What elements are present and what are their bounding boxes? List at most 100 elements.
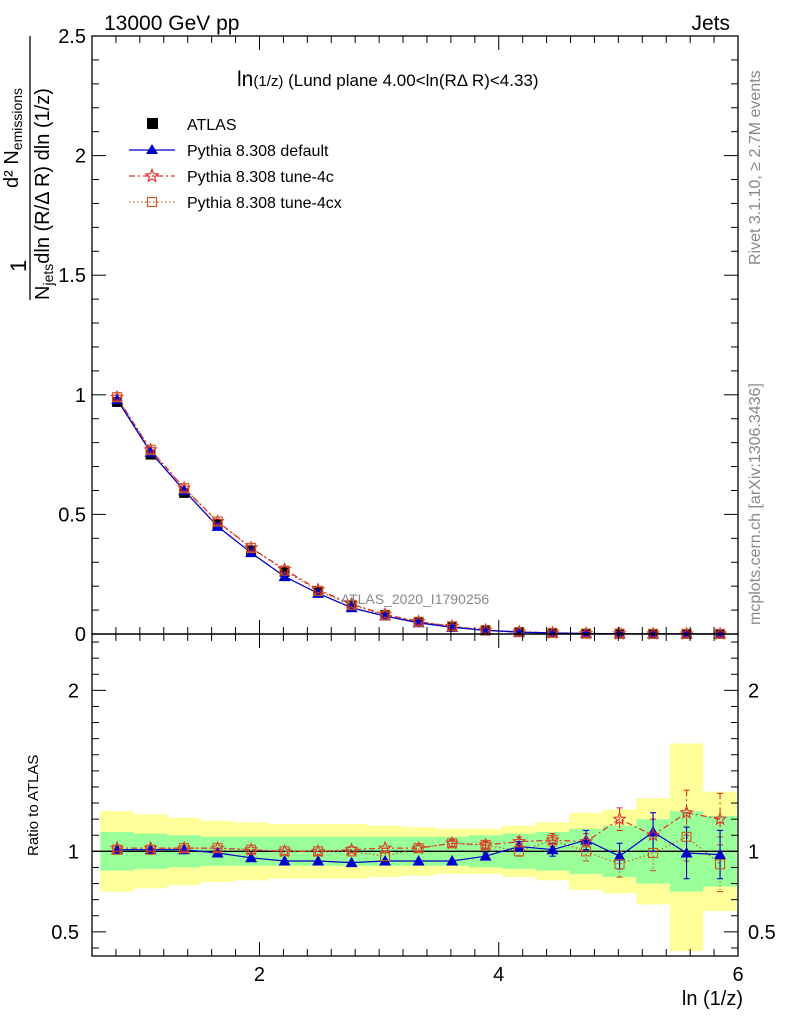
x-axis-label: ln (1/z) <box>682 988 743 1010</box>
ratio-tune4cx-point <box>715 859 726 870</box>
y-label-denominator: Njetsdln (R/Δ R) dln (1/z) <box>32 88 56 300</box>
ratio-default-point <box>345 856 358 868</box>
ratio-y-tick-label: 0.5 <box>51 922 79 944</box>
ratio-tune4cx-point <box>179 843 190 854</box>
ratio-default-point <box>613 850 626 861</box>
legend-label-tune4c: Pythia 8.308 tune-4c <box>187 169 334 186</box>
ratio-y-tick-label-right: 0.5 <box>748 922 776 944</box>
main-panel: 0 0.5 1 1.5 2 2.5 ATLAS_2020_I1790256 ln(1/z)… <box>1 26 739 646</box>
ratio-frame <box>91 633 739 957</box>
y-label-numerator-main: d² N <box>1 150 23 188</box>
tune4cx-point <box>212 516 223 527</box>
ratio-default-point <box>647 826 660 837</box>
y-tick-label: 2.5 <box>58 26 86 48</box>
legend-label-tune4cx: Pythia 8.308 tune-4cx <box>187 195 342 212</box>
y-tick-label: 1.5 <box>58 265 86 287</box>
ratio-tune4cx-point <box>413 843 424 854</box>
tune4cx-point <box>246 542 257 553</box>
plot-title-sub: (1/z) <box>253 73 283 90</box>
legend-marker-default <box>146 144 158 154</box>
ratio-default-point <box>546 843 559 855</box>
y-label-denominator-rest: dln (R/Δ R) dln (1/z) <box>32 88 54 264</box>
legend-marker-tune4c <box>144 167 160 183</box>
ratio-tune4c-point <box>612 811 627 826</box>
plot-title-main: ln <box>237 68 253 91</box>
ratio-tune4c-point <box>712 811 728 826</box>
x-tick-label: 6 <box>732 964 743 986</box>
plot-title: ln(1/z) (Lund plane 4.00<ln(RΔ R)<4.33) <box>237 68 539 91</box>
ratio-tune4cx-point <box>614 859 625 870</box>
ratio-tune4c-point <box>377 840 393 855</box>
y-tick-label: 0.5 <box>58 504 86 526</box>
ratio-tune4c-point <box>646 827 661 842</box>
tune4cx-point <box>447 621 458 632</box>
y-label-denominator-n: N <box>32 286 54 300</box>
rivet-info: Rivet 3.1.10, ≥ 2.7M events <box>747 70 764 265</box>
ratio-tune4cx-point <box>648 847 659 859</box>
ratio-y-tick-label-right: 1 <box>748 841 759 863</box>
ratio-default-point <box>513 840 526 852</box>
tune4cx-point <box>547 627 558 638</box>
legend-marker-atlas <box>147 118 158 129</box>
tune4cx-point <box>413 616 424 627</box>
y-label-one: 1 <box>6 260 31 272</box>
y-tick-label: 1 <box>75 385 86 407</box>
ratio-y-tick-label: 2 <box>68 680 79 702</box>
plot-title-rest: (Lund plane 4.00<ln(RΔ R)<4.33) <box>283 71 538 90</box>
y-tick-label: 0 <box>75 624 86 646</box>
ratio-tune4cx-point <box>112 844 123 855</box>
ratio-tune4cx-point <box>212 843 223 854</box>
ratio-tune4c-point <box>511 834 527 848</box>
y-axis-label: 1 d² Nemissions Njetsdln (R/Δ R) dln (1/… <box>1 36 56 300</box>
ratio-default-point <box>446 855 459 866</box>
ratio-tune4cx-point <box>480 839 491 850</box>
tune4cx-point <box>514 627 525 638</box>
tune4cx-point <box>179 483 190 494</box>
y-label-numerator-sub: emissions <box>9 88 25 150</box>
ratio-default-point <box>278 855 291 866</box>
ratio-default-point <box>312 855 325 866</box>
tune4cx-point <box>346 599 357 610</box>
ratio-tune4cx-point <box>547 835 558 846</box>
ratio-tune4cx-point <box>313 846 324 857</box>
ratio-tune4cx-point <box>145 844 156 855</box>
ratio-tune4c-point <box>578 834 594 848</box>
tune4cx-point <box>313 585 324 596</box>
ratio-default-point <box>412 855 425 866</box>
x-tick-label: 4 <box>493 964 504 986</box>
x-tick-label: 2 <box>254 964 265 986</box>
ratio-default-point <box>479 850 492 861</box>
ratio-tune4cx-point <box>447 838 458 849</box>
legend: ATLAS Pythia 8.308 default Pythia 8.308 … <box>129 117 342 212</box>
tune4cx-point <box>480 625 491 636</box>
ratio-y-label: Ratio to ATLAS <box>25 755 42 856</box>
legend-label-default: Pythia 8.308 default <box>187 143 329 160</box>
watermark: ATLAS_2020_I1790256 <box>341 591 490 607</box>
ratio-tune4cx-point <box>346 846 357 857</box>
tune4cx-point <box>112 392 123 403</box>
ratio-panel: 0.5 0.5 1 1 2 2 2 4 6 Ratio to ATLAS ln (1/z) <box>25 633 776 1010</box>
tune4cx-point <box>380 610 391 621</box>
ratio-y-tick-label-right: 2 <box>748 680 759 702</box>
ratio-tune4cx-point <box>279 846 290 857</box>
ratio-tune4cx-point <box>246 844 257 855</box>
tune4cx-point <box>279 565 290 576</box>
y-label-denominator-sub: jets <box>40 264 56 287</box>
mcplots-info: mcplots.cern.ch [arXiv:1306.3436] <box>747 383 764 625</box>
header-right: Jets <box>691 12 730 35</box>
ratio-y-tick-label: 1 <box>68 841 79 863</box>
ratio-tune4cx-point <box>514 846 525 857</box>
ratio-tune4cx-point <box>380 851 391 862</box>
ratio-default-point <box>680 846 693 858</box>
ratio-default-point <box>714 848 727 860</box>
ratio-tune4c-point <box>679 805 694 819</box>
default-point <box>278 570 291 582</box>
ratio-tune4cx-point <box>681 831 692 842</box>
y-label-numerator: d² Nemissions <box>1 88 25 188</box>
ratio-tune4cx-point <box>581 846 592 857</box>
ratio-default-point <box>245 851 258 863</box>
header-left: 13000 GeV pp <box>104 12 239 35</box>
legend-marker-tune4cx <box>146 196 158 208</box>
legend-label-atlas: ATLAS <box>187 117 237 134</box>
